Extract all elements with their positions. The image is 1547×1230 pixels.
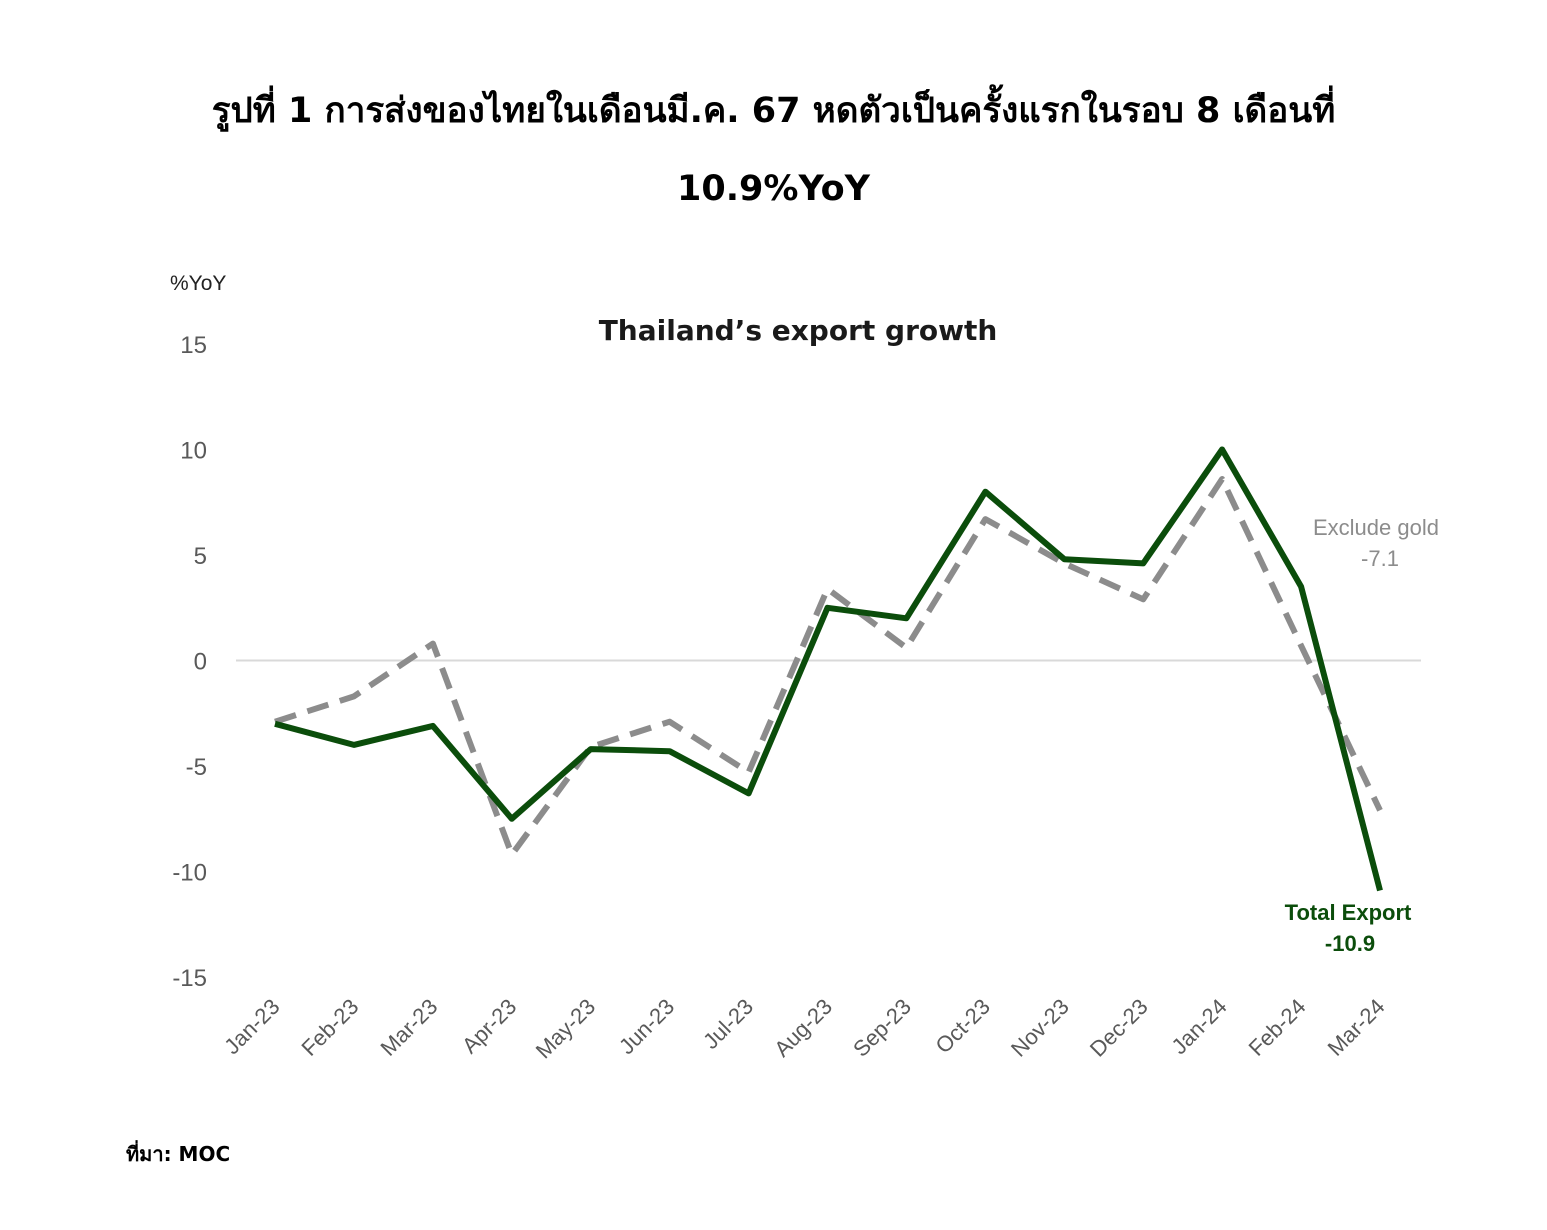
annotation-total-export-label: Total Export — [1285, 900, 1412, 925]
series-lines — [274, 446, 1383, 892]
y-tick-label: 15 — [180, 332, 207, 359]
x-tick-label: Jun-23 — [614, 994, 679, 1059]
x-tick-label: Nov-23 — [1006, 994, 1074, 1062]
series-line-ex_gold — [274, 476, 1383, 858]
x-tick-label: Mar-24 — [1323, 994, 1390, 1061]
source-note: ที่มา: MOC — [126, 1142, 231, 1166]
y-axis-ticks: 15 10 5 0 -5 -10 -15 — [172, 332, 207, 992]
page-title-line-1: รูปที่ 1 การส่งของไทยในเดือนมี.ค. 67 หดต… — [211, 91, 1336, 131]
annotation-exclude-gold-value: -7.1 — [1361, 546, 1399, 571]
x-tick-label: Jul-23 — [698, 994, 758, 1054]
annotation-exclude-gold: Exclude gold -7.1 — [1313, 515, 1439, 571]
x-tick-label: Mar-23 — [375, 994, 442, 1061]
x-tick-label: Aug-23 — [769, 994, 837, 1062]
y-tick-label: 10 — [180, 438, 207, 465]
y-tick-label: -15 — [172, 965, 207, 992]
page-title-line-2: 10.9%YoY — [677, 169, 870, 209]
x-tick-label: Feb-24 — [1244, 994, 1311, 1061]
x-tick-label: Sep-23 — [848, 994, 916, 1062]
x-tick-label: Oct-23 — [931, 994, 995, 1058]
x-tick-label: May-23 — [531, 994, 601, 1064]
y-tick-label: -10 — [172, 860, 207, 887]
x-tick-label: Apr-23 — [457, 994, 521, 1058]
y-axis-unit-label: %YoY — [170, 272, 227, 295]
annotation-total-export: Total Export -10.9 — [1285, 900, 1412, 956]
x-tick-label: Dec-23 — [1085, 994, 1153, 1062]
annotation-total-export-value: -10.9 — [1325, 931, 1375, 956]
y-tick-label: 0 — [194, 649, 207, 676]
series-line-total — [274, 446, 1383, 892]
x-tick-label: Jan-24 — [1166, 994, 1231, 1059]
y-tick-label: -5 — [186, 754, 207, 781]
x-tick-label: Feb-23 — [296, 994, 363, 1061]
annotation-exclude-gold-label: Exclude gold — [1313, 515, 1439, 540]
chart-title: Thailand’s export growth — [599, 314, 998, 347]
x-axis-ticks: Jan-23 Feb-23 Mar-23 Apr-23 May-23 Jun-23 Jul-… — [219, 994, 1389, 1064]
y-tick-label: 5 — [194, 543, 207, 570]
page-title: รูปที่ 1 การส่งของไทยในเดือนมี.ค. 67 หดต… — [0, 72, 1547, 228]
x-tick-label: Jan-23 — [219, 994, 284, 1059]
